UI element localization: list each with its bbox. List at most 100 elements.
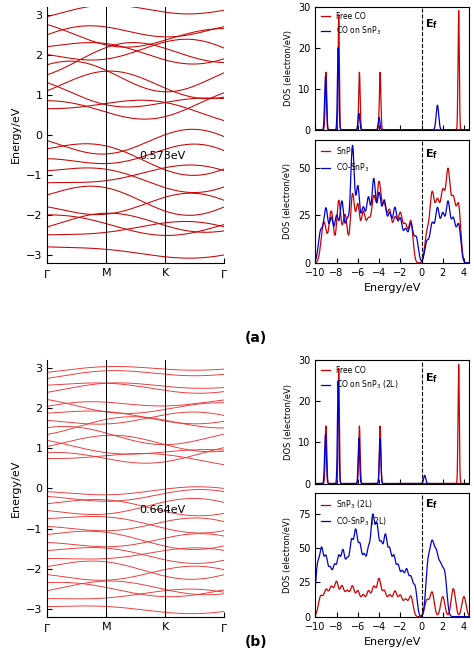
Legend: Free CO, CO on SnP$_3$: Free CO, CO on SnP$_3$ [319,10,383,39]
Free CO [456,361,462,369]
Y-axis label: DOS (electron/eV): DOS (electron/eV) [283,30,292,106]
Line: CO on SnP$_3$ (2L): CO on SnP$_3$ (2L) [315,381,474,483]
X-axis label: Energy/eV: Energy/eV [364,283,421,293]
CO-SnP$_3$ [452,216,457,224]
Free CO [312,126,318,134]
CO-SnP$_3$ [340,203,346,211]
SnP$_3$ (2L) [312,611,318,619]
Free CO [472,480,474,487]
CO-SnP$_3$ [472,259,474,267]
SnP$_3$ [381,199,386,207]
Free CO [452,480,457,487]
CO on SnP$_3$ (2L) [381,480,386,487]
CO-SnP$_3$ (2L) [472,613,474,621]
Free CO [381,126,386,134]
CO on SnP$_3$ [452,126,457,134]
SnP$_3$ [472,259,474,267]
CO-SnP$_3$ (2L) [452,613,457,621]
SnP$_3$ (2L) [340,583,346,591]
Text: 0.664eV: 0.664eV [139,504,185,514]
CO on SnP$_3$ [469,126,474,134]
Free CO [331,480,337,487]
Free CO [331,126,337,134]
CO-SnP$_3$ [381,198,386,206]
CO-SnP$_3$ (2L) [331,562,337,570]
Line: Free CO: Free CO [315,365,474,483]
CO-SnP$_3$ [312,256,318,264]
SnP$_3$ [331,224,337,232]
Free CO [340,480,346,487]
SnP$_3$ [452,195,457,203]
Line: CO-SnP$_3$ (2L): CO-SnP$_3$ (2L) [315,514,474,617]
Text: $\mathbf{E_f}$: $\mathbf{E_f}$ [425,147,438,161]
Text: (b): (b) [245,636,267,649]
Text: (a): (a) [245,331,267,345]
SnP$_3$ [469,259,474,267]
SnP$_3$ [374,196,379,204]
CO on SnP$_3$ [340,126,346,134]
Free CO [456,7,462,14]
Free CO [406,126,411,134]
CO on SnP$_3$ (2L) [452,480,457,487]
Free CO [406,480,411,487]
CO-SnP$_3$ (2L) [381,539,386,547]
Text: $\mathbf{E_f}$: $\mathbf{E_f}$ [425,497,438,511]
Free CO [469,480,474,487]
SnP$_3$ [340,219,346,227]
Free CO [312,480,318,487]
SnP$_3$ (2L) [381,586,386,594]
CO-SnP$_3$ (2L) [374,518,379,526]
Free CO [340,126,346,134]
SnP$_3$ [312,258,318,266]
CO on SnP$_3$ [381,126,386,134]
Line: CO on SnP$_3$: CO on SnP$_3$ [315,48,474,130]
Y-axis label: DOS (electron/eV): DOS (electron/eV) [283,163,292,239]
X-axis label: Energy/eV: Energy/eV [364,637,421,647]
CO on SnP$_3$ [331,126,337,134]
CO-SnP$_3$ [331,222,337,230]
Text: $\mathbf{E_f}$: $\mathbf{E_f}$ [425,371,438,384]
CO on SnP$_3$ [374,126,379,134]
CO on SnP$_3$ (2L) [463,480,468,487]
Free CO [381,480,386,487]
SnP$_3$ [445,164,451,172]
Free CO [374,126,379,134]
CO on SnP$_3$ (2L) [331,480,337,487]
CO-SnP$_3$ [374,199,379,207]
SnP$_3$ (2L) [374,583,379,591]
Text: $\mathbf{E_f}$: $\mathbf{E_f}$ [425,17,438,31]
Free CO [472,126,474,134]
Free CO [469,126,474,134]
SnP$_3$ (2L) [376,575,382,583]
CO-SnP$_3$ (2L) [469,613,474,621]
Y-axis label: Energy/eV: Energy/eV [10,460,20,517]
Free CO [374,480,379,487]
Line: SnP$_3$ (2L): SnP$_3$ (2L) [315,579,474,617]
CO-SnP$_3$ (2L) [312,583,318,591]
Y-axis label: DOS (electron/eV): DOS (electron/eV) [283,384,292,460]
SnP$_3$ (2L) [469,613,474,621]
Line: SnP$_3$: SnP$_3$ [315,168,474,263]
CO-SnP$_3$ (2L) [370,510,376,518]
SnP$_3$ (2L) [331,584,337,592]
CO-SnP$_3$ [350,142,356,150]
Legend: Free CO, CO on SnP$_3$ (2L): Free CO, CO on SnP$_3$ (2L) [319,364,400,392]
Legend: SnP$_3$, CO-SnP$_3$: SnP$_3$, CO-SnP$_3$ [319,144,371,175]
Y-axis label: DOS (electron/eV): DOS (electron/eV) [283,517,292,593]
CO on SnP$_3$ (2L) [374,480,379,487]
Legend: SnP$_3$ (2L), CO-SnP$_3$ (2L): SnP$_3$ (2L), CO-SnP$_3$ (2L) [319,497,388,529]
CO on SnP$_3$ (2L) [312,480,318,487]
CO on SnP$_3$ [335,44,341,52]
CO on SnP$_3$ (2L) [335,377,341,385]
CO on SnP$_3$ (2L) [340,480,346,487]
Line: Free CO: Free CO [315,10,474,130]
CO-SnP$_3$ [469,259,474,267]
CO on SnP$_3$ [472,126,474,134]
CO on SnP$_3$ (2L) [472,480,474,487]
Line: CO-SnP$_3$: CO-SnP$_3$ [315,146,474,263]
CO-SnP$_3$ (2L) [340,546,346,554]
CO on SnP$_3$ (2L) [469,480,474,487]
CO on SnP$_3$ [312,126,318,134]
SnP$_3$ (2L) [452,588,457,596]
Y-axis label: Energy/eV: Energy/eV [10,106,20,163]
